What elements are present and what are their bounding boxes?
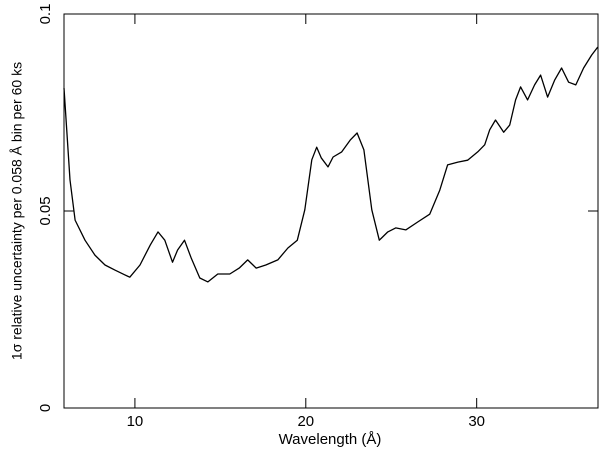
x-axis-label: Wavelength (Å) xyxy=(279,431,382,448)
plot-frame xyxy=(63,13,599,409)
data-line xyxy=(63,46,599,283)
y-tick-label: 0 xyxy=(37,404,54,412)
x-tick-label: 20 xyxy=(297,413,314,430)
x-tick-label: 30 xyxy=(468,413,485,430)
x-tick-label: 10 xyxy=(127,413,144,430)
y-tick-label: 0.05 xyxy=(37,196,54,225)
y-tick-label: 0.1 xyxy=(37,4,54,25)
y-axis-label: 1σ relative uncertainty per 0.058 Å bin … xyxy=(9,62,25,360)
